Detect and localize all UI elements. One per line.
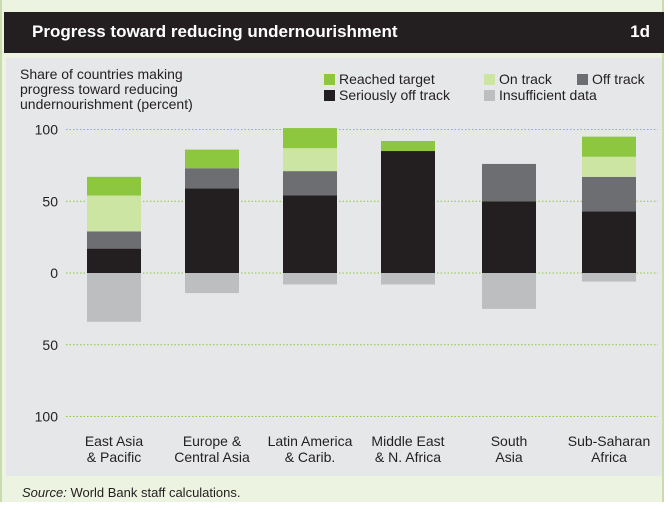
bar-segment-off-track [582, 176, 636, 212]
y-tick-label: 100 [35, 409, 59, 425]
bar-segment-off-track [283, 171, 337, 196]
figure-title: Progress toward reducing undernourishmen… [32, 22, 398, 41]
y-tick-label: 0 [50, 265, 58, 281]
source-label: Source: [22, 485, 67, 500]
bar-segment-insufficient-data [283, 273, 337, 285]
bar-segment-off-track [87, 231, 141, 249]
legend-label-seriously-off-track: Seriously off track [339, 87, 451, 103]
legend-swatch-seriously-off-track [324, 90, 335, 101]
y-axis-label-line: progress toward reducing [20, 81, 178, 97]
bar-segment-reached-target [283, 128, 337, 149]
bar-segment-seriously-off-track [582, 211, 636, 273]
bar-segment-insufficient-data [185, 273, 239, 294]
bar-segment-on-track [582, 156, 636, 177]
bar-segment-insufficient-data [381, 273, 435, 285]
x-tick-label: East Asia [85, 433, 144, 449]
y-tick-label: 100 [35, 122, 59, 138]
y-axis-label-line: undernourishment (percent) [20, 96, 193, 112]
bar-segment-seriously-off-track [283, 195, 337, 273]
bar-segment-off-track [482, 163, 536, 202]
x-tick-label: & Carib. [285, 449, 336, 465]
x-tick-label: & Pacific [87, 449, 141, 465]
x-tick-label: Middle East [371, 433, 444, 449]
x-tick-label: & N. Africa [375, 449, 441, 465]
x-tick-label: Africa [591, 449, 627, 465]
x-tick-label: South [491, 433, 528, 449]
source-note: Source: World Bank staff calculations. [22, 485, 241, 500]
x-tick-label: Asia [495, 449, 522, 465]
bar-segment-insufficient-data [582, 273, 636, 282]
x-tick-label: Latin America [268, 433, 353, 449]
bar-segment-seriously-off-track [185, 188, 239, 273]
legend-label-insufficient-data: Insufficient data [499, 87, 597, 103]
legend-label-on-track: On track [499, 71, 553, 87]
bar-segment-seriously-off-track [87, 248, 141, 273]
legend-label-off-track: Off track [592, 71, 646, 87]
bars [87, 128, 636, 322]
y-axis-label-line: Share of countries making [20, 66, 183, 82]
x-tick-label: Sub-Saharan [568, 433, 651, 449]
figure-number: 1d [630, 22, 650, 41]
x-tick-label: Central Asia [174, 449, 250, 465]
legend-swatch-insufficient-data [484, 90, 495, 101]
y-tick-label: 50 [42, 337, 58, 353]
bar-segment-seriously-off-track [482, 201, 536, 273]
source-text: World Bank staff calculations. [70, 485, 241, 500]
bar-segment-seriously-off-track [381, 151, 435, 273]
figure-frame: Progress toward reducing undernourishmen… [0, 0, 664, 502]
bar-segment-on-track [283, 148, 337, 172]
legend: Reached target On track Off track Seriously… [324, 71, 646, 103]
y-axis-ticks: 100 50 0 50 100 [35, 122, 59, 425]
bar-segment-insufficient-data [87, 273, 141, 322]
x-axis-labels: East Asia& Pacific Europe &Central Asia La… [85, 433, 650, 465]
chart-panel: Share of countries making progress toward… [6, 58, 662, 476]
legend-swatch-reached-target [324, 74, 335, 85]
bar-segment-off-track [185, 168, 239, 189]
figure-header: Progress toward reducing undernourishmen… [4, 12, 664, 53]
bar-segment-insufficient-data [482, 273, 536, 309]
legend-label-reached-target: Reached target [339, 71, 435, 87]
x-tick-label: Europe & [183, 433, 242, 449]
gridlines [66, 129, 658, 417]
bar-segment-reached-target [87, 176, 141, 196]
legend-swatch-off-track [577, 74, 588, 85]
bar-segment-on-track [87, 195, 141, 232]
bar-segment-reached-target [582, 136, 636, 157]
bar-segment-reached-target [381, 140, 435, 152]
y-tick-label: 50 [42, 193, 58, 209]
legend-swatch-on-track [484, 74, 495, 85]
bar-segment-reached-target [185, 149, 239, 169]
